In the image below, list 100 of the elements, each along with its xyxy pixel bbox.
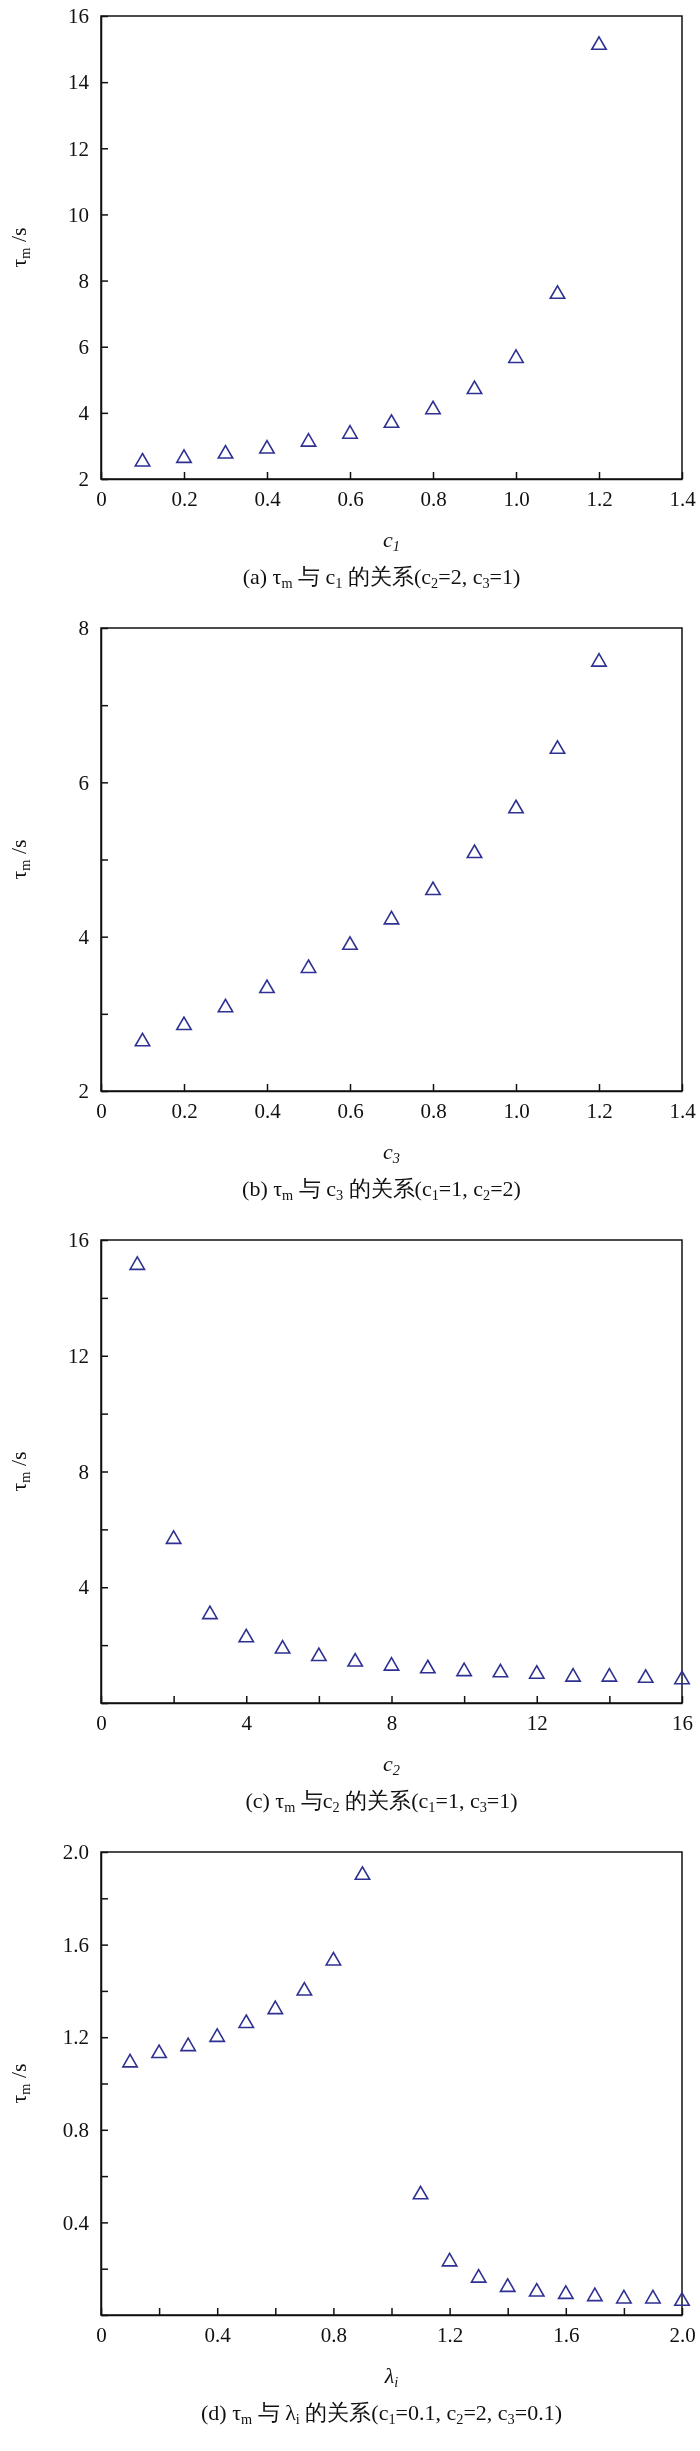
point <box>424 400 442 415</box>
x-tick-label: 0.8 <box>420 1098 447 1123</box>
y-tick-label: 2 <box>78 1079 89 1104</box>
chart-title: (b) τ$_{m}$ 与 c$_{3}$ 的关系(c$_{1}$=1, c$_{2}$=2) <box>242 1176 521 1204</box>
point <box>274 1639 291 1654</box>
point <box>565 1667 582 1682</box>
point <box>341 936 359 951</box>
point <box>258 439 276 454</box>
y-tick-label: 0.8 <box>62 2118 89 2143</box>
x-tick-label: 0 <box>96 486 107 511</box>
point <box>419 1659 436 1674</box>
point <box>383 413 400 429</box>
y-tick-label: 1.6 <box>62 1932 89 1957</box>
point <box>507 349 525 364</box>
point <box>644 2289 661 2304</box>
point <box>267 2000 284 2015</box>
point <box>165 1530 182 1545</box>
point <box>325 1951 342 1966</box>
x-tick-label: 0 <box>96 2322 107 2347</box>
point <box>549 740 566 755</box>
point <box>341 424 359 439</box>
y-tick-label: 10 <box>68 202 89 227</box>
point <box>238 2014 255 2029</box>
point <box>383 1656 400 1671</box>
point <box>528 2282 545 2297</box>
point <box>492 1663 509 1678</box>
y-tick-label: 4 <box>78 401 90 426</box>
x-tick-label: 0 <box>96 1098 107 1123</box>
point <box>258 979 276 994</box>
point <box>217 444 234 459</box>
point <box>466 844 483 859</box>
x-tick-label: 0.8 <box>420 486 447 511</box>
point <box>347 1652 364 1667</box>
point <box>549 285 566 300</box>
point <box>637 1668 654 1684</box>
x-axis-title: c$_{1}$ <box>383 527 400 555</box>
point <box>673 1670 691 1685</box>
x-tick-label: 16 <box>672 1710 693 1735</box>
point <box>456 1662 473 1677</box>
y-tick-label: 16 <box>68 4 89 29</box>
x-tick-label: 1.4 <box>669 1098 697 1123</box>
point <box>134 1032 151 1047</box>
point <box>300 432 317 447</box>
x-tick-label: 2.0 <box>669 2322 696 2347</box>
y-tick-label: 8 <box>78 1459 89 1484</box>
point <box>134 452 151 467</box>
y-tick-label: 14 <box>68 70 90 95</box>
y-tick-label: 2 <box>78 467 89 492</box>
point <box>586 2287 603 2302</box>
x-axis-title: c$_{3}$ <box>383 1139 400 1167</box>
point <box>310 1647 327 1662</box>
point <box>424 881 442 896</box>
point <box>151 2044 168 2059</box>
point <box>507 799 525 814</box>
x-tick-label: 8 <box>386 1710 398 1735</box>
point <box>300 959 317 974</box>
x-tick-label: 0.6 <box>337 1098 364 1123</box>
point <box>180 2037 197 2052</box>
point <box>209 2028 226 2043</box>
y-tick-label: 12 <box>68 136 89 161</box>
point <box>175 1016 193 1031</box>
point <box>499 2278 516 2293</box>
point <box>201 1605 218 1620</box>
point <box>590 652 608 667</box>
point <box>673 2291 691 2307</box>
x-tick-label: 1.0 <box>503 486 530 511</box>
point <box>601 1667 618 1682</box>
point <box>129 1256 146 1271</box>
point <box>412 2185 429 2200</box>
x-tick-label: 1.2 <box>436 2322 464 2347</box>
point <box>217 998 234 1013</box>
x-tick-label: 0.4 <box>254 486 282 511</box>
x-tick-label: 12 <box>526 1710 548 1735</box>
x-axis-title: c$_{2}$ <box>383 1751 400 1779</box>
y-tick-label: 1.2 <box>62 2025 89 2050</box>
y-tick-label: 8 <box>78 616 89 641</box>
chart-title: (a) τ$_{m}$ 与 c$_{1}$ 的关系(c$_{2}$=2, c$_{3}$=1) <box>242 564 521 592</box>
y-tick-label: 6 <box>78 334 89 359</box>
y-tick-label: 12 <box>68 1343 89 1368</box>
x-tick-label: 0.4 <box>254 1098 282 1123</box>
y-tick-label: 2.0 <box>62 1840 89 1865</box>
point <box>466 380 483 395</box>
y-tick-label: 4 <box>78 1575 90 1600</box>
point <box>383 910 400 925</box>
x-tick-label: 1.2 <box>586 486 613 511</box>
point <box>470 2268 487 2283</box>
chart-title: (d) τ$_{m}$ 与 λ$_{i}$ 的关系(c$_{1}$=0.1, c$_{2}$=2, c$_{3}$=0.1) <box>201 2400 562 2428</box>
x-tick-label: 0 <box>96 1710 107 1735</box>
point <box>528 1664 545 1680</box>
x-tick-label: 0.6 <box>337 486 364 511</box>
chart-title: (c) τ$_{m}$ 与c$_{2}$ 的关系(c$_{1}$=1, c$_{3}$=1) <box>245 1788 518 1816</box>
x-tick-label: 1.6 <box>553 2322 580 2347</box>
point <box>238 1628 255 1643</box>
x-tick-label: 1.2 <box>586 1098 613 1123</box>
point <box>590 35 608 51</box>
point <box>122 2053 139 2068</box>
x-tick-label: 1.4 <box>669 486 697 511</box>
x-tick-label: 1.0 <box>503 1098 530 1123</box>
y-tick-label: 16 <box>68 1228 89 1253</box>
x-tick-label: 0.2 <box>171 1098 198 1123</box>
